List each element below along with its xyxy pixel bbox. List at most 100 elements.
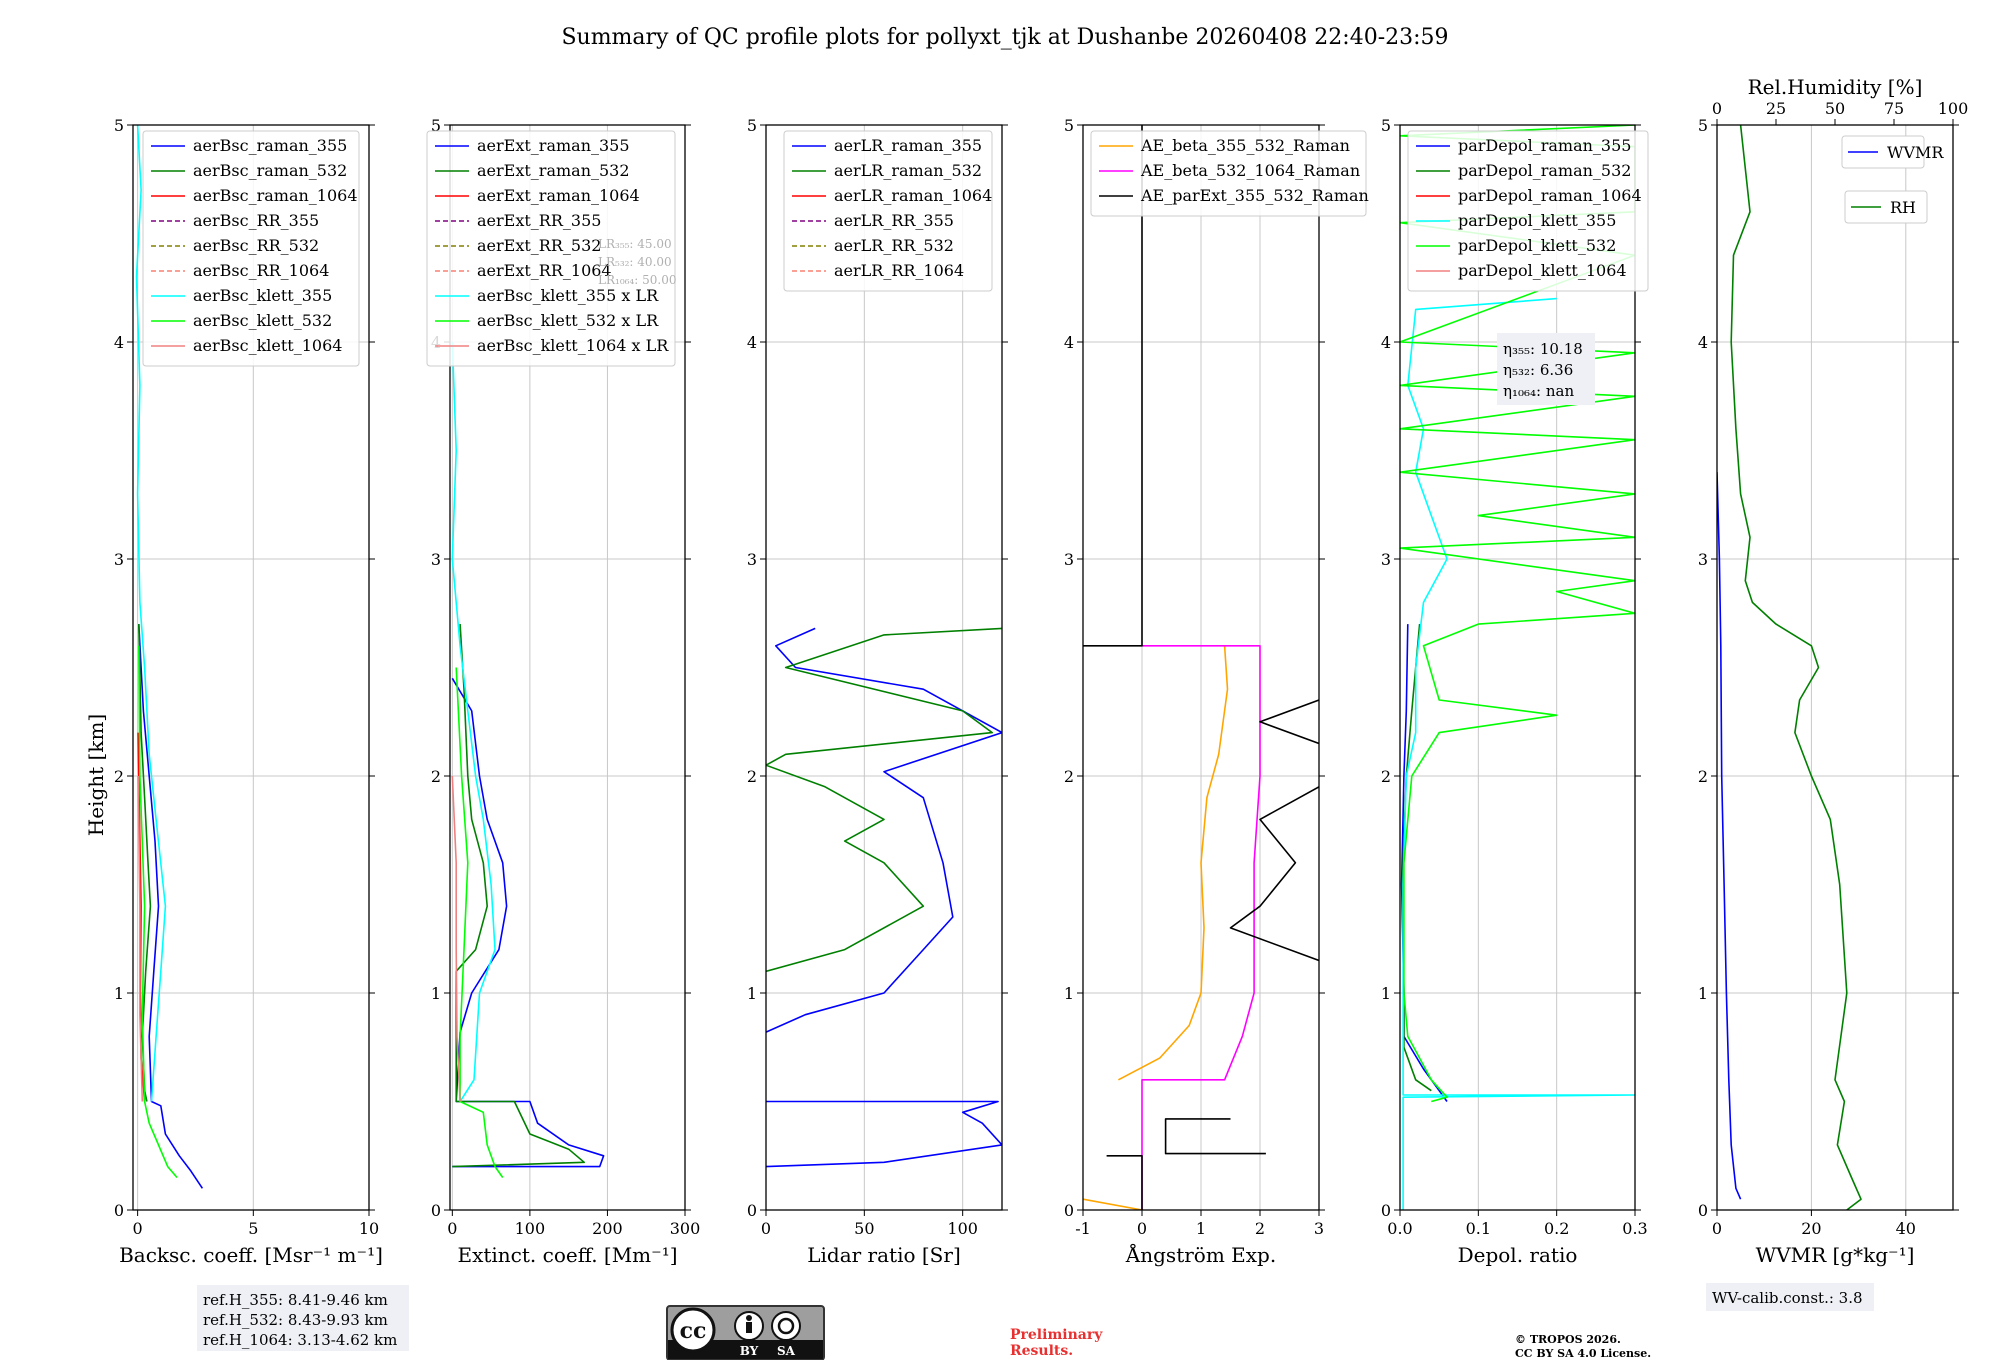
axes-frame: [765, 124, 1003, 1211]
eta-1064: η₁₀₆₄: nan: [1503, 382, 1574, 400]
axes-frame: [1399, 124, 1636, 1211]
y-tick-label: 3: [1698, 550, 1708, 569]
y-tick-label: 0: [747, 1201, 757, 1220]
x2-tick-label: 75: [1884, 99, 1904, 118]
y-tick-label: 5: [1698, 116, 1708, 135]
y-tick-label: 4: [747, 333, 757, 352]
y-tick-label: 1: [1064, 984, 1074, 1003]
legend-label: WVMR: [1887, 143, 1944, 162]
figure-title: Summary of QC profile plots for pollyxt_…: [561, 25, 1448, 50]
copyright-line1: © TROPOS 2026.: [1515, 1333, 1621, 1346]
panel-3: 0 50 100 0 1 2 3 4 5 Lidar ratio [Sr] aerLR_raman_…: [747, 116, 1008, 1267]
legend-label: RH: [1890, 198, 1916, 217]
legend-label: aerBsc_klett_532 x LR: [477, 311, 659, 330]
legend-label: aerExt_raman_1064: [477, 186, 640, 205]
y-tick-label: 5: [114, 116, 124, 135]
y-tick-label: 3: [114, 550, 124, 569]
legend-label: aerLR_raman_532: [834, 161, 982, 180]
y-tick-label: 1: [1698, 984, 1708, 1003]
legend-label: aerExt_raman_355: [477, 136, 630, 155]
x2-tick-label: 0: [1712, 99, 1722, 118]
series-group: [451, 341, 605, 1178]
x-tick-label: 0.2: [1544, 1219, 1569, 1238]
legend-label: AE_beta_355_532_Raman: [1140, 136, 1350, 155]
x2-tick-label: 50: [1825, 99, 1845, 118]
refh-355: ref.H_355: 8.41-9.46 km: [203, 1291, 388, 1309]
series-aerbsc-klett-532: [138, 645, 178, 1179]
x-axis-label: Depol. ratio: [1458, 1243, 1578, 1267]
y-tick-label: 0: [1064, 1201, 1074, 1220]
legend-label: aerBsc_klett_1064: [193, 336, 342, 355]
preliminary-line2: Results.: [1010, 1343, 1073, 1359]
x-tick-label: -1: [1075, 1219, 1091, 1238]
sa-share-arc: [777, 1317, 795, 1335]
legend-label: aerBsc_klett_1064 x LR: [477, 336, 669, 355]
y-tick-label: 4: [1064, 333, 1074, 352]
series-rh: [1730, 125, 1862, 1210]
x-tick-label: 2: [1255, 1219, 1265, 1238]
y-tick-label: 0: [114, 1201, 124, 1220]
panel-2: 0100200300012345Extinct. coeff. [Mm⁻¹]ae…: [426, 116, 701, 1267]
y-tick-label: 2: [1381, 767, 1391, 786]
series-aerbsc-raman-355: [138, 624, 204, 1189]
x-tick-label: 20: [1801, 1219, 1821, 1238]
sa-share-icon: [771, 1311, 801, 1341]
series-pardepol-raman-355: [1400, 624, 1448, 1102]
y-tick-label: 4: [1698, 333, 1708, 352]
legend-label: aerBsc_klett_532: [193, 311, 332, 330]
x-tick-label: 50: [854, 1219, 874, 1238]
legend-label: parDepol_klett_355: [1458, 211, 1616, 230]
y-tick-label: 2: [1064, 767, 1074, 786]
legend-label: parDepol_klett_1064: [1458, 261, 1627, 280]
series-aerbsc-klett-1064-x-lr: [451, 775, 461, 1102]
by-person-body: [746, 1322, 752, 1333]
preliminary-line1: Preliminary: [1010, 1327, 1103, 1343]
y-tick-label: 5: [1064, 116, 1074, 135]
x-tick-label: 0: [761, 1219, 771, 1238]
x-tick-label: 0: [1137, 1219, 1147, 1238]
series-pardepol-klett-355: [1402, 297, 1635, 1210]
x-axis-label: Lidar ratio [Sr]: [807, 1243, 961, 1267]
legend-label: aerLR_RR_532: [834, 236, 954, 255]
series-aerbsc-klett-532-x-lr: [455, 667, 504, 1178]
y-tick-label: 3: [1064, 550, 1074, 569]
axes-frame: [449, 124, 686, 1211]
legend-label: parDepol_raman_355: [1458, 136, 1631, 155]
y-tick-label: 4: [114, 333, 124, 352]
series-aerext-raman-355: [451, 677, 605, 1168]
x-tick-label: 0: [133, 1219, 143, 1238]
y-tick-label: 1: [114, 984, 124, 1003]
x-axis-label: WVMR [g*kg⁻¹]: [1756, 1243, 1915, 1267]
legend-label: aerLR_raman_1064: [834, 186, 992, 205]
y-tick-label: 1: [431, 984, 441, 1003]
y-tick-label: 3: [431, 550, 441, 569]
series-aerbsc-klett-355: [135, 125, 167, 1102]
legend-label: aerBsc_raman_355: [193, 136, 347, 155]
wv-calib-const: WV-calib.const.: 3.8: [1712, 1289, 1863, 1307]
lr-355: LR₃₅₅: 45.00: [598, 237, 672, 251]
x-tick-label: 1: [1196, 1219, 1206, 1238]
legend-label: AE_beta_532_1064_Raman: [1140, 161, 1360, 180]
legend-label: aerBsc_RR_532: [193, 236, 319, 255]
legend-label: parDepol_klett_532: [1458, 236, 1616, 255]
x-tick-label: 10: [359, 1219, 379, 1238]
legend-label: parDepol_raman_532: [1458, 161, 1631, 180]
x-tick-label: 300: [670, 1219, 701, 1238]
legend-label: aerBsc_klett_355 x LR: [477, 286, 659, 305]
legend-label: aerLR_raman_355: [834, 136, 982, 155]
x-axis-label: Backsc. coeff. [Msr⁻¹ m⁻¹]: [119, 1243, 383, 1267]
axes-frame: [132, 124, 370, 1211]
lr-annotation: LR₃₅₅: 45.00 LR₅₃₂: 40.00 LR₁₀₆₄: 50.00: [598, 237, 676, 287]
cc-license-badge[interactable]: cc BY SA: [666, 1305, 825, 1360]
series-aerbsc-klett-1064: [137, 775, 144, 1102]
y-tick-label: 5: [1381, 116, 1391, 135]
series-group: [135, 125, 204, 1189]
y-tick-label: 5: [747, 116, 757, 135]
panel-5: 0.0 0.1 0.2 0.3 0 1 2 3 4 5 Depol. ratio parDepol_r…: [1381, 116, 1649, 1267]
series-ae-beta-355-532-raman: [1083, 645, 1229, 1210]
wv-calib-annotation: WV-calib.const.: 3.8: [1706, 1283, 1874, 1311]
y-axis-label: Height [km]: [84, 714, 108, 836]
cc-logo-icon: [670, 1307, 716, 1353]
eta-532: η₅₃₂: 6.36: [1503, 361, 1573, 379]
